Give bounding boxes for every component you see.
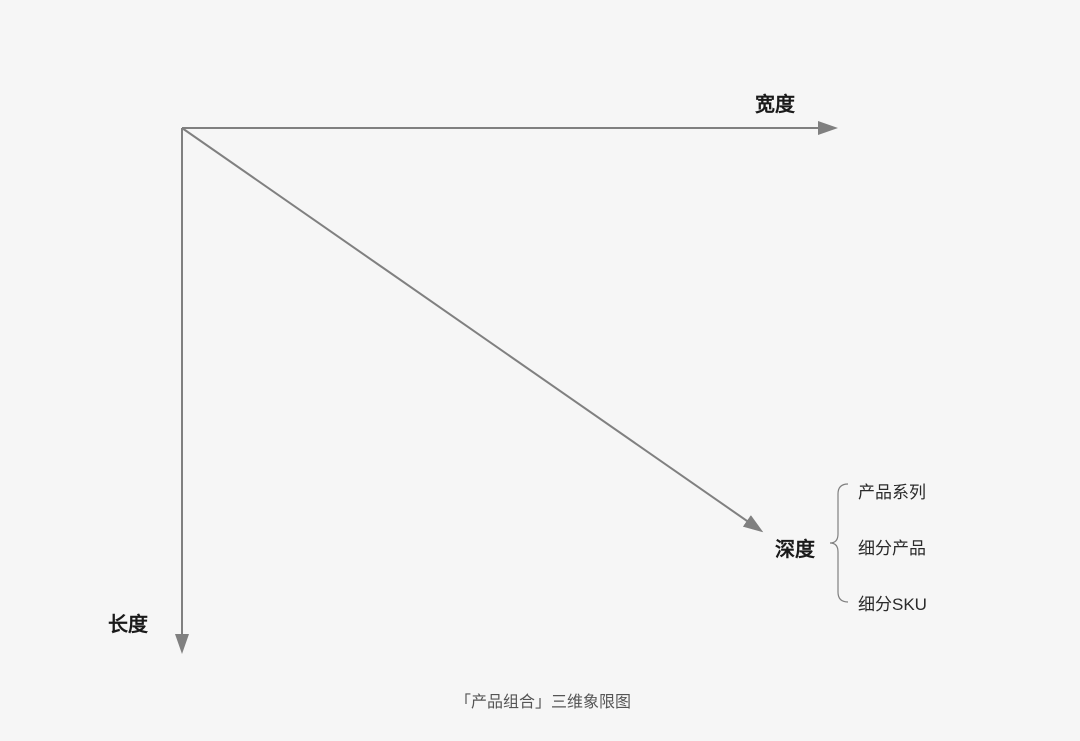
depth-bracket xyxy=(830,484,848,602)
depth-axis-label: 深度 xyxy=(775,533,815,562)
diagram-container: 宽度 长度 深度 产品系列 细分产品 细分SKU 「产品组合」三维象限图 xyxy=(0,0,1080,741)
diagram-caption: 「产品组合」三维象限图 xyxy=(455,688,631,712)
depth-item-sub-sku: 细分SKU xyxy=(858,590,927,615)
axes-svg xyxy=(0,0,1080,741)
depth-axis-line xyxy=(182,128,760,530)
depth-item-sub-product: 细分产品 xyxy=(858,534,926,559)
width-axis-label: 宽度 xyxy=(755,88,795,117)
depth-item-product-series: 产品系列 xyxy=(858,478,926,503)
length-axis-label: 长度 xyxy=(108,608,148,637)
